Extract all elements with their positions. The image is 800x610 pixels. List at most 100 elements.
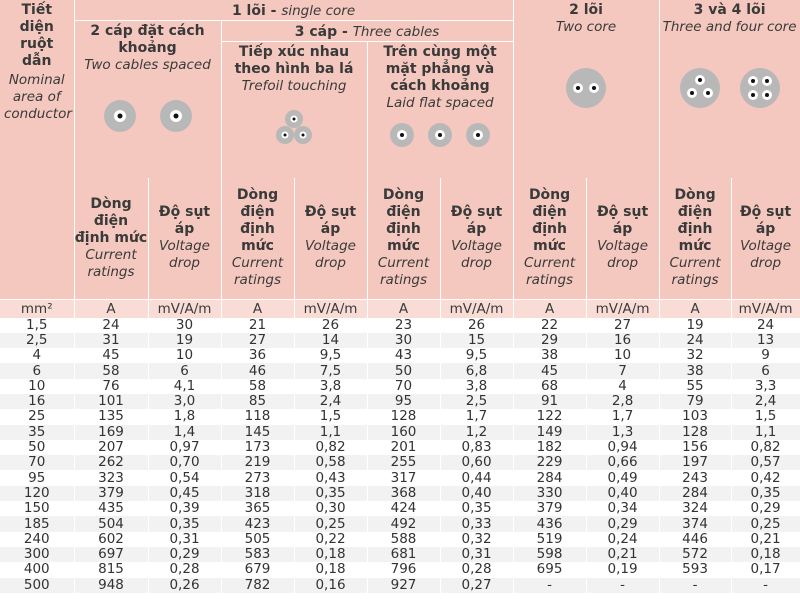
table-cell: 0,70 [148, 455, 222, 471]
table-cell: 0,18 [731, 546, 800, 563]
table-cell: 436 [513, 516, 587, 532]
table-cell: 21 [221, 317, 295, 333]
table-cell: - [586, 577, 660, 593]
table-cell: 368 [367, 485, 441, 502]
table-cell: 0,45 [148, 485, 222, 502]
table-cell: 145 [221, 424, 295, 440]
table-cell: 0,26 [148, 577, 222, 593]
subheader-current: Dòng điện định mức Current ratings [659, 177, 732, 300]
table-cell: 1,1 [731, 424, 800, 440]
table-cell: 0,29 [731, 501, 800, 517]
table-cell: 0,54 [148, 470, 222, 486]
table-cell: 602 [74, 531, 149, 547]
current-label-en: Current ratings [231, 255, 284, 289]
table-cell: 3,3 [731, 378, 800, 394]
table-cell: 58 [74, 363, 149, 379]
table-cell: 796 [367, 562, 441, 578]
subheader-blank [0, 177, 75, 300]
table-cell: 29 [513, 332, 587, 349]
two-core-cable-icon [514, 36, 659, 140]
table-cell: 101 [74, 393, 149, 410]
voltage-label-en: Voltage drop [159, 238, 210, 272]
voltage-label-en: Voltage drop [451, 238, 502, 272]
table-cell: 19 [148, 332, 222, 349]
laid-flat-label-vi: Trên cùng một mặt phẳng và cách khoảng [383, 44, 497, 94]
table-cell: 3,8 [440, 378, 514, 394]
unit-current: A [367, 299, 441, 318]
table-cell: 255 [367, 455, 441, 471]
table-row: 6 58 6 46 7,5 50 6,8 45 7 38 6 [0, 363, 800, 379]
table-cell: 0,83 [440, 439, 514, 456]
table-cell: 0,58 [294, 455, 368, 471]
table-cell: 24 [731, 317, 800, 333]
unit-voltage: mV/A/m [294, 299, 368, 318]
current-label-en: Current ratings [377, 255, 430, 289]
table-cell: 1,7 [440, 409, 514, 425]
table-cell: 782 [221, 577, 295, 593]
current-label-vi: Dòng điện định mức [382, 187, 425, 255]
table-cell: 24 [659, 332, 732, 349]
subheader-current: Dòng điện định mức Current ratings [367, 177, 441, 300]
row-area-cell: 50 [0, 439, 75, 456]
table-cell: 91 [513, 393, 587, 410]
table-row: 4 45 10 36 9,5 43 9,5 38 10 32 9 [0, 348, 800, 364]
table-cell: 0,17 [731, 562, 800, 578]
table-cell: 583 [221, 546, 295, 563]
subheader-current: Dòng điện định mức Current ratings [74, 177, 149, 300]
subheader-current: Dòng điện định mức Current ratings [221, 177, 295, 300]
table-cell: 0,18 [294, 562, 368, 578]
laid-flat-label-en: Laid flat spaced [386, 95, 494, 111]
table-cell: 0,28 [440, 562, 514, 578]
table-cell: 32 [659, 348, 732, 364]
table-cell: 31 [74, 332, 149, 349]
table-cell: 0,28 [148, 562, 222, 578]
row-area-cell: 1,5 [0, 317, 75, 333]
table-cell: 0,42 [731, 470, 800, 486]
table-cell: 16 [586, 332, 660, 349]
table-cell: 128 [659, 424, 732, 440]
table-cell: 0,57 [731, 455, 800, 471]
table-row: 240 602 0,31 505 0,22 588 0,32 519 0,24 446 0,21 [0, 531, 800, 547]
table-cell: 0,29 [586, 516, 660, 532]
table-cell: 169 [74, 424, 149, 440]
current-label-en: Current ratings [523, 255, 576, 289]
table-row: 185 504 0,35 423 0,25 492 0,33 436 0,29 374 0,25 [0, 516, 800, 532]
table-row: 70 262 0,70 219 0,58 255 0,60 229 0,66 197 0,57 [0, 455, 800, 471]
table-cell: 0,25 [731, 516, 800, 532]
table-cell: 0,43 [294, 470, 368, 486]
table-cell: 365 [221, 501, 295, 517]
voltage-label-vi: Độ sụt áp [450, 204, 503, 238]
unit-voltage: mV/A/m [586, 299, 660, 318]
units-row: mm² A mV/A/m A mV/A/m A mV/A/m A mV/A/m … [0, 299, 800, 318]
table-cell: 38 [513, 348, 587, 364]
table-cell: 85 [221, 393, 295, 410]
unit-current: A [659, 299, 732, 318]
current-label-en: Current ratings [85, 246, 137, 280]
voltage-label-vi: Độ sụt áp [304, 204, 357, 238]
table-cell: 27 [586, 317, 660, 333]
table-cell: 2,8 [586, 393, 660, 410]
unit-voltage: mV/A/m [148, 299, 222, 318]
voltage-label-vi: Độ sụt áp [158, 204, 211, 238]
conductor-area-label-vi: Tiết diện ruột dẫn [19, 2, 54, 69]
table-cell: 262 [74, 455, 149, 471]
trefoil-icon [222, 95, 367, 159]
subheader-voltage: Độ sụt áp Voltage drop [440, 177, 514, 300]
four-core-cable-icon [739, 68, 780, 108]
table-cell: 38 [659, 363, 732, 379]
unit-voltage: mV/A/m [440, 299, 514, 318]
table-cell: 423 [221, 516, 295, 532]
subheader-current: Dòng điện định mức Current ratings [513, 177, 587, 300]
table-row: 35 169 1,4 145 1,1 160 1,2 149 1,3 128 1,1 [0, 424, 800, 440]
three-four-core-label-vi: 3 và 4 lõi [693, 2, 766, 18]
voltage-label-en: Voltage drop [740, 238, 792, 272]
table-cell: 0,35 [294, 485, 368, 502]
table-cell: 182 [513, 439, 587, 456]
table-cell: 23 [367, 317, 441, 333]
table-cell: 3,0 [148, 393, 222, 410]
table-cell: 0,40 [440, 485, 514, 502]
table-row: 50 207 0,97 173 0,82 201 0,83 182 0,94 156 0,82 [0, 439, 800, 456]
table-cell: 15 [440, 332, 514, 349]
table-cell: 0,66 [586, 455, 660, 471]
current-label-vi: Dòng điện định mức [236, 187, 279, 255]
